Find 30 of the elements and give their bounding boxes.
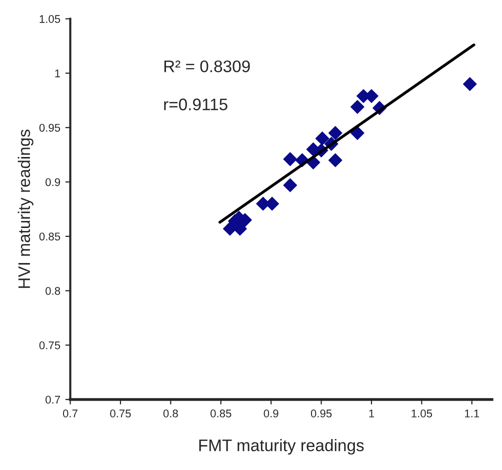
annotation: R² = 0.8309 xyxy=(164,60,250,72)
y-tick-label: 0.9 xyxy=(46,178,60,186)
point xyxy=(350,100,364,114)
y-tick-label: 0.8 xyxy=(46,286,60,295)
y-tick-label: 0.95 xyxy=(39,124,60,132)
x-tick-label: 1 xyxy=(369,410,374,418)
point xyxy=(315,132,330,146)
y-axis-title: HVI maturity readings xyxy=(18,130,34,288)
x-tick-label: 0.8 xyxy=(163,410,178,418)
point xyxy=(350,126,364,140)
annotation: r=0.9115 xyxy=(164,98,228,110)
y-tick-label: 0.7 xyxy=(46,396,60,404)
point xyxy=(233,222,247,236)
point xyxy=(283,178,298,192)
point xyxy=(462,77,477,91)
x-tick-label: 0.75 xyxy=(110,410,131,418)
y-tick-label: 1 xyxy=(55,70,60,78)
x-axis-title: FMT maturity readings xyxy=(199,439,364,455)
x-tick-label: 0.9 xyxy=(264,410,278,418)
x-tick-label: 0.7 xyxy=(62,410,78,418)
x-tick-label: 1.05 xyxy=(412,410,432,418)
x-tick-label: 0.85 xyxy=(210,410,232,418)
y-tick-label: 1.05 xyxy=(40,15,60,23)
point xyxy=(328,126,342,140)
point xyxy=(283,152,298,166)
point xyxy=(328,153,342,168)
y-tick-label: 0.75 xyxy=(39,341,60,350)
x-tick-label: 0.95 xyxy=(310,410,332,418)
x-tick-label: 1.1 xyxy=(465,410,480,418)
y-tick-label: 0.85 xyxy=(39,232,60,240)
